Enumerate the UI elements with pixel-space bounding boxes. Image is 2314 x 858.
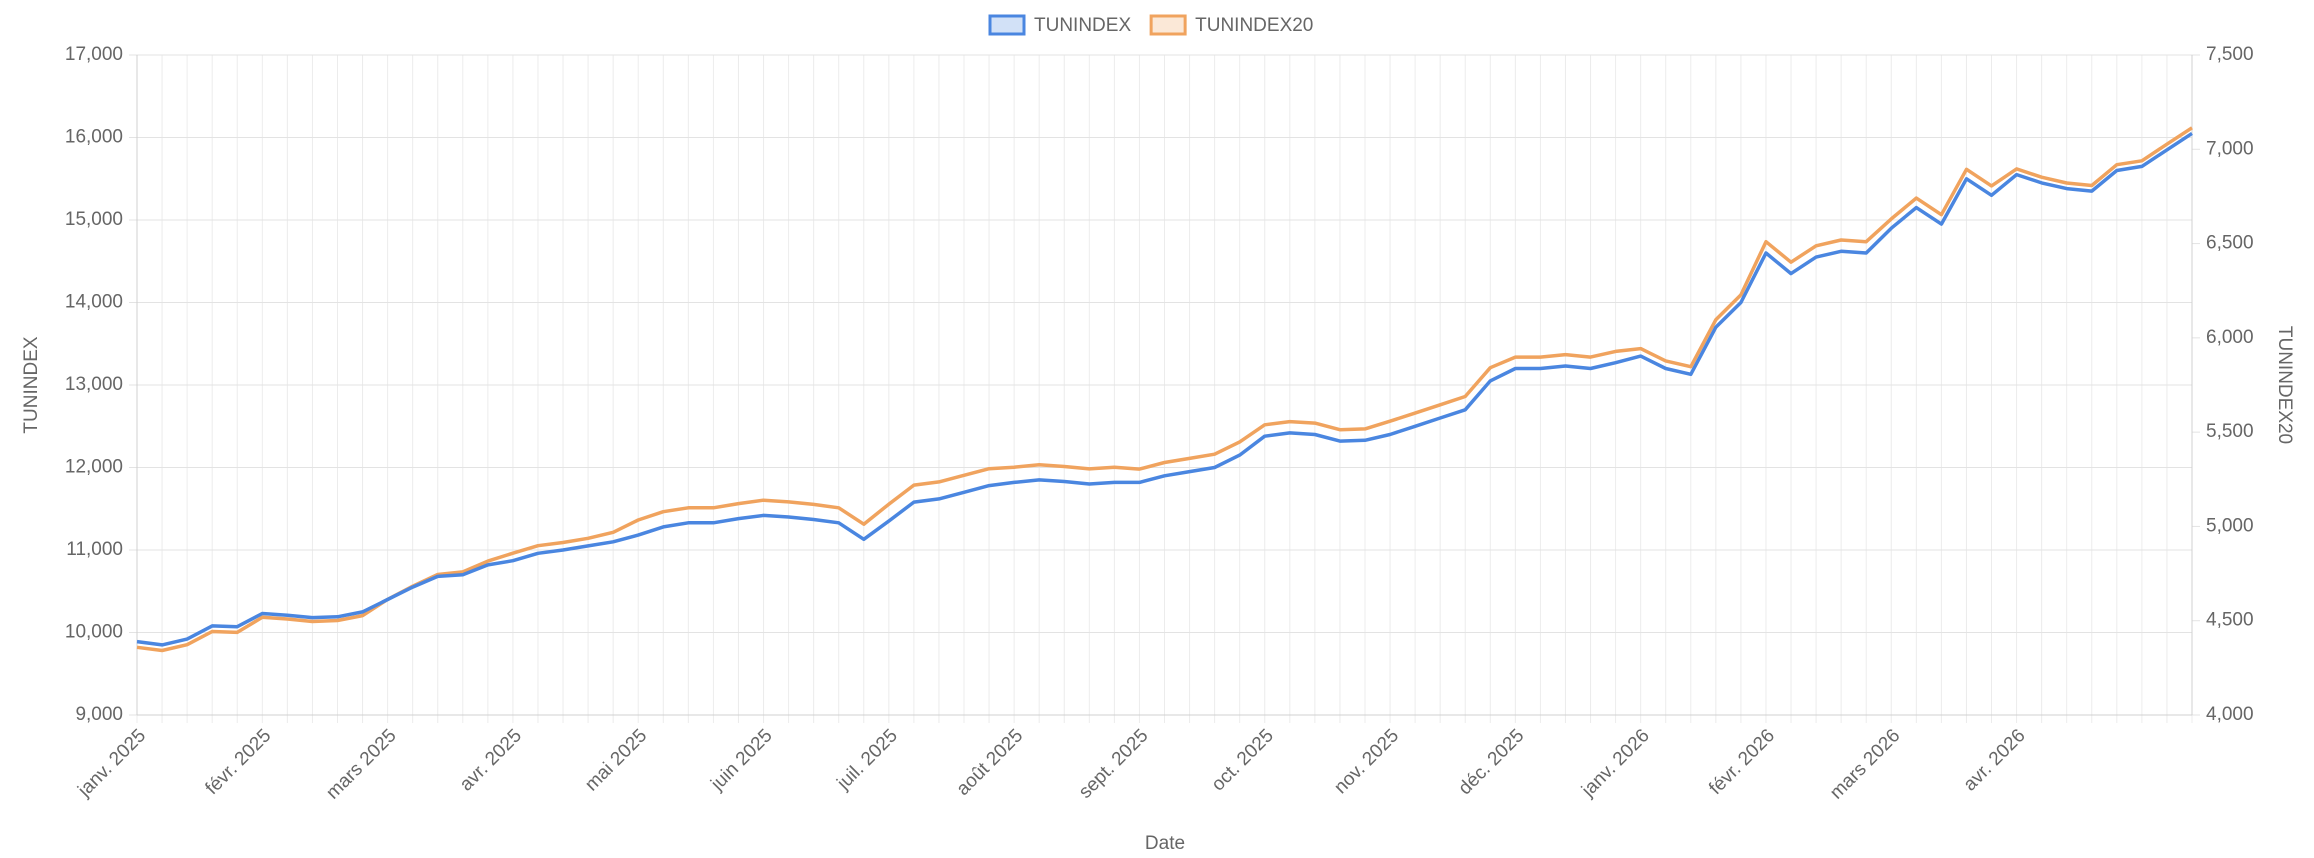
x-tick-label: avr. 2026 (1960, 725, 2030, 795)
y2-axis-title: TUNINDEX20 (2274, 326, 2295, 444)
y-tick-label: 10,000 (65, 622, 123, 643)
x-tick-label: mars 2025 (322, 725, 400, 803)
y2-tick-label: 4,500 (2206, 610, 2254, 631)
legend-label: TUNINDEX (1034, 15, 1131, 36)
y-tick-label: 9,000 (75, 704, 123, 725)
y-tick-label: 12,000 (65, 457, 123, 478)
y-tick-label: 16,000 (65, 127, 123, 148)
x-tick-label: mars 2026 (1826, 725, 1904, 803)
x-tick-label: janv. 2025 (74, 725, 151, 802)
x-tick-label: août 2025 (953, 725, 1028, 800)
y-tick-label: 14,000 (65, 292, 123, 313)
y2-tick-label: 5,500 (2206, 421, 2254, 442)
x-tick-label: avr. 2025 (456, 725, 526, 795)
y2-tick-label: 7,500 (2206, 44, 2254, 65)
y2-tick-label: 7,000 (2206, 138, 2254, 159)
y-tick-label: 15,000 (65, 209, 123, 230)
y-tick-label: 13,000 (65, 374, 123, 395)
y2-tick-label: 5,000 (2206, 515, 2254, 536)
y-axis-title: TUNINDEX (21, 336, 42, 433)
x-tick-label: janv. 2026 (1577, 725, 1654, 802)
x-tick-label: juin 2025 (707, 725, 777, 795)
y2-tick-label: 6,000 (2206, 327, 2254, 348)
legend-label: TUNINDEX20 (1195, 15, 1313, 36)
series-line (136, 131, 2193, 647)
legend-swatch (1149, 14, 1187, 36)
x-axis-title: Date (1145, 833, 1185, 854)
y-tick-label: 17,000 (65, 44, 123, 65)
x-tick-label: févr. 2025 (202, 725, 276, 799)
x-tick-label: nov. 2025 (1330, 725, 1403, 798)
series-line (136, 126, 2193, 653)
legend-swatch (988, 14, 1026, 36)
x-tick-label: févr. 2026 (1705, 725, 1779, 799)
x-tick-label: mai 2025 (581, 725, 651, 795)
x-tick-label: sept. 2025 (1075, 725, 1153, 803)
x-tick-label: juil. 2025 (833, 725, 902, 794)
y2-tick-label: 4,000 (2206, 704, 2254, 725)
x-tick-label: oct. 2025 (1208, 725, 1278, 795)
y2-tick-label: 6,500 (2206, 233, 2254, 254)
x-tick-label: déc. 2025 (1455, 725, 1529, 799)
y-tick-label: 11,000 (66, 539, 123, 560)
